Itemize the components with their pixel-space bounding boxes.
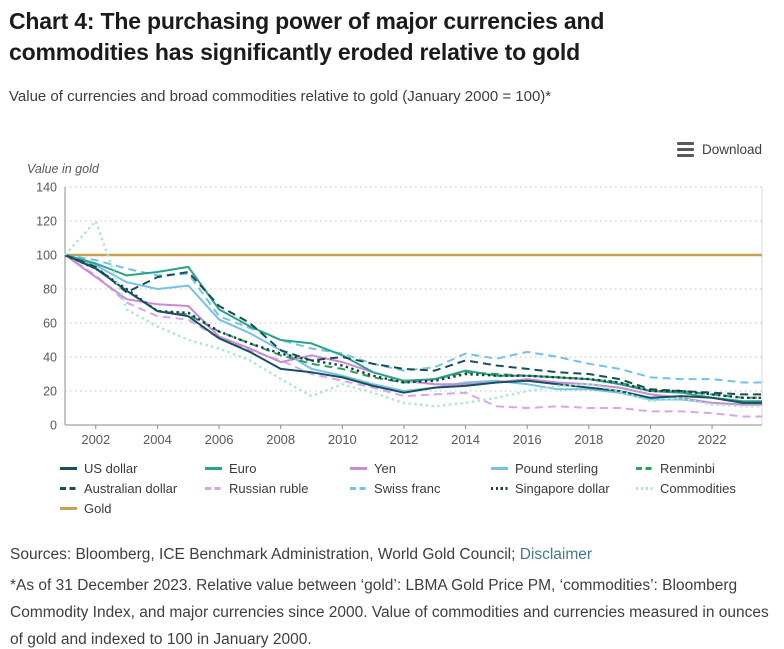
legend-label: US dollar [84, 461, 138, 476]
legend-item-australian-dollar[interactable]: Australian dollar [60, 481, 205, 496]
legend-swatch-russian-ruble [205, 487, 222, 490]
legend-label: Swiss franc [374, 481, 441, 496]
legend-swatch-australian-dollar [60, 487, 77, 490]
legend-item-euro[interactable]: Euro [205, 461, 350, 476]
legend-swatch-pound-sterling [491, 467, 508, 470]
series-line-commodities [64, 219, 762, 408]
x-axis-tick-label: 2002 [81, 432, 110, 447]
chart-footer: Sources: Bloomberg, ICE Benchmark Admini… [10, 546, 782, 649]
legend-item-renminbi[interactable]: Renminbi [636, 461, 772, 476]
legend-swatch-commodities [636, 487, 653, 490]
y-axis-tick-label: 60 [43, 317, 57, 331]
legend-swatch-gold [60, 507, 77, 510]
footnote: *As of 31 December 2023. Relative value … [10, 577, 769, 648]
legend-item-commodities[interactable]: Commodities [636, 481, 772, 496]
legend-label: Euro [229, 461, 257, 476]
series-line-russian-ruble [64, 254, 762, 418]
series-line-us-dollar [64, 254, 762, 404]
x-axis-tick-label: 2012 [389, 432, 418, 447]
legend-swatch-renminbi [636, 467, 653, 470]
legend-swatch-singapore-dollar [491, 487, 508, 490]
legend-swatch-us-dollar [60, 467, 77, 470]
chart-subtitle: Value of currencies and broad commoditie… [9, 88, 552, 105]
legend-item-russian-ruble[interactable]: Russian ruble [205, 481, 350, 496]
legend-label: Pound sterling [515, 461, 599, 476]
sources-text: Sources: Bloomberg, ICE Benchmark Admini… [10, 546, 520, 563]
x-axis-tick-label: 2008 [266, 432, 295, 447]
legend-item-gold[interactable]: Gold [60, 501, 205, 516]
download-button[interactable]: Download [676, 142, 762, 157]
series-line-renminbi [64, 254, 762, 399]
x-axis-tick-label: 2022 [698, 432, 727, 447]
y-axis-tick-label: 40 [43, 351, 57, 365]
y-axis-tick-label: 80 [43, 283, 57, 297]
series-line-australian-dollar [64, 254, 762, 396]
chart-legend: US dollar Euro Yen Pound sterling Renminbi Au… [60, 461, 772, 516]
legend-item-us-dollar[interactable]: US dollar [60, 461, 205, 476]
download-label: Download [701, 142, 762, 157]
x-axis-tick-label: 2020 [636, 432, 665, 447]
legend-label: Commodities [660, 481, 736, 496]
legend-item-swiss-franc[interactable]: Swiss franc [350, 481, 491, 496]
legend-swatch-yen [350, 467, 367, 470]
x-axis-tick-label: 2010 [328, 432, 357, 447]
x-axis-tick-label: 2014 [451, 432, 480, 447]
legend-item-yen[interactable]: Yen [350, 461, 491, 476]
series-line-swiss-franc [64, 254, 762, 384]
legend-item-singapore-dollar[interactable]: Singapore dollar [491, 481, 636, 496]
legend-label: Singapore dollar [515, 481, 610, 496]
page-title: Chart 4: The purchasing power of major c… [9, 8, 605, 65]
y-axis-title: Value in gold [27, 162, 99, 176]
hamburger-menu-icon [676, 142, 694, 157]
series-line-euro [64, 254, 762, 403]
y-axis-tick-label: 20 [43, 385, 57, 399]
y-axis-tick-label: 140 [36, 181, 57, 195]
x-axis-tick-label: 2018 [574, 432, 603, 447]
x-axis-tick-label: 2006 [205, 432, 234, 447]
series-line-singapore-dollar [64, 253, 762, 399]
legend-label: Renminbi [660, 461, 715, 476]
legend-label: Australian dollar [84, 481, 178, 496]
legend-item-pound-sterling[interactable]: Pound sterling [491, 461, 636, 476]
legend-swatch-euro [205, 467, 222, 470]
legend-swatch-swiss-franc [350, 487, 367, 490]
legend-label: Gold [84, 501, 112, 516]
sources-line: Sources: Bloomberg, ICE Benchmark Admini… [10, 546, 782, 564]
x-axis-tick-label: 2016 [513, 432, 542, 447]
y-axis-tick-label: 0 [50, 419, 57, 433]
y-axis-tick-label: 120 [36, 215, 57, 229]
line-chart: 0 20 40 60 80 100 120 140 2002 2004 2006 2008 2010 20… [36, 181, 763, 447]
legend-label: Yen [374, 461, 396, 476]
x-axis-tick-label: 2004 [143, 432, 172, 447]
disclaimer-link[interactable]: Disclaimer [519, 546, 593, 563]
y-axis-tick-label: 100 [36, 249, 57, 263]
legend-label: Russian ruble [229, 481, 309, 496]
